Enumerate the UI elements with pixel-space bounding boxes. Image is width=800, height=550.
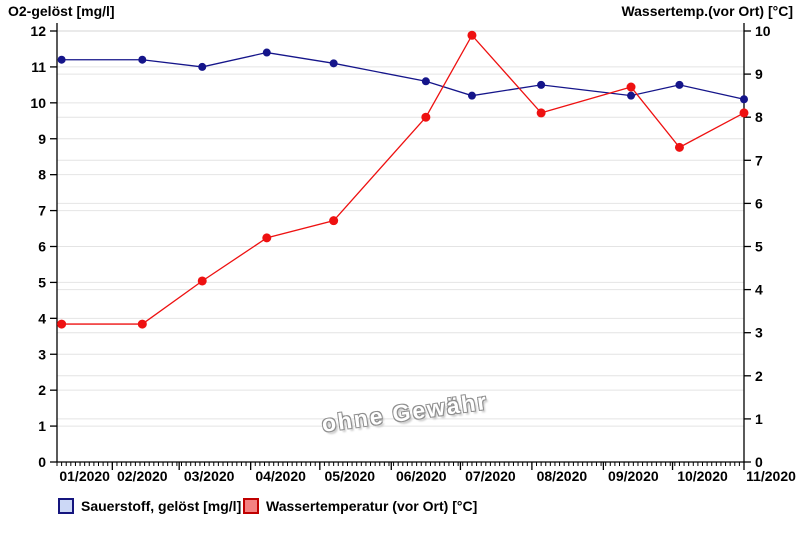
data-point-oxygen — [627, 91, 636, 100]
x-axis-tick-label: 10/2020 — [677, 468, 728, 484]
right-axis-tick-label: 8 — [755, 109, 763, 125]
data-point-oxygen — [421, 77, 430, 86]
left-axis-tick-label: 12 — [30, 23, 46, 39]
data-point-oxygen — [57, 55, 66, 64]
left-axis-tick-label: 11 — [31, 59, 46, 75]
right-axis-title: Wassertemp.(vor Ort) [°C] — [621, 3, 793, 19]
legend-item-temperature: Wassertemperatur (vor Ort) [°C] — [243, 496, 477, 516]
right-axis-tick-label: 2 — [755, 368, 763, 384]
data-point-temperature — [57, 319, 67, 329]
data-point-oxygen — [329, 59, 338, 68]
data-point-oxygen — [262, 48, 271, 57]
legend-label-oxygen: Sauerstoff, gelöst [mg/l] — [81, 498, 242, 514]
data-point-temperature — [674, 142, 684, 152]
left-axis-tick-label: 4 — [38, 310, 46, 326]
legend-item-oxygen: Sauerstoff, gelöst [mg/l] — [58, 496, 241, 516]
data-point-temperature — [262, 233, 272, 243]
data-point-temperature — [739, 108, 749, 118]
series-line-oxygen — [61, 51, 745, 100]
data-point-oxygen — [198, 62, 207, 71]
x-axis-tick-label: 11/2020 — [746, 468, 796, 484]
left-axis-title: O2-gelöst [mg/l] — [8, 3, 115, 19]
series-line-temperature — [61, 34, 745, 325]
legend-swatch-temperature-icon — [243, 498, 259, 514]
data-point-oxygen — [675, 80, 684, 89]
left-axis-tick-label: 7 — [38, 203, 46, 219]
legend-swatch-oxygen-icon — [58, 498, 74, 514]
left-axis-tick-label: 5 — [38, 274, 46, 290]
right-axis-tick-label: 5 — [755, 239, 763, 255]
right-axis-tick-label: 3 — [755, 325, 763, 341]
x-axis-tick-label: 06/2020 — [396, 468, 447, 484]
right-axis-tick-label: 6 — [755, 195, 763, 211]
left-axis-tick-label: 0 — [38, 454, 46, 470]
left-axis-tick-label: 6 — [38, 239, 46, 255]
x-axis-tick-label: 05/2020 — [324, 468, 375, 484]
data-point-temperature — [421, 112, 431, 122]
x-axis-tick-label: 07/2020 — [465, 468, 516, 484]
x-axis-tick-label: 09/2020 — [608, 468, 659, 484]
right-axis-tick-label: 4 — [755, 282, 763, 298]
right-axis-tick-label: 1 — [755, 411, 763, 427]
left-axis-tick-label: 2 — [38, 382, 46, 398]
left-axis-tick-label: 8 — [38, 167, 46, 183]
data-point-temperature — [467, 30, 477, 40]
data-point-oxygen — [537, 80, 546, 89]
data-point-temperature — [329, 216, 339, 226]
x-axis-tick-label: 03/2020 — [184, 468, 235, 484]
legend: Sauerstoff, gelöst [mg/l] Wassertemperat… — [0, 496, 800, 520]
data-point-temperature — [137, 319, 147, 329]
right-axis-tick-label: 7 — [755, 152, 763, 168]
data-point-oxygen — [138, 55, 147, 64]
left-axis-tick-label: 9 — [38, 131, 46, 147]
left-axis-tick-label: 1 — [38, 418, 46, 434]
data-point-oxygen — [467, 91, 476, 100]
right-axis-tick-label: 9 — [755, 66, 763, 82]
right-axis-tick-label: 0 — [755, 454, 763, 470]
x-axis-tick-label: 08/2020 — [537, 468, 588, 484]
data-point-temperature — [197, 276, 207, 286]
legend-label-temperature: Wassertemperatur (vor Ort) [°C] — [266, 498, 478, 514]
data-point-oxygen — [740, 95, 748, 104]
data-point-temperature — [626, 82, 636, 92]
x-axis-tick-label: 01/2020 — [59, 468, 110, 484]
left-axis-tick-label: 10 — [30, 95, 46, 111]
x-axis-tick-label: 04/2020 — [255, 468, 306, 484]
left-axis-tick-label: 3 — [38, 346, 46, 362]
right-axis-tick-label: 10 — [755, 23, 771, 39]
data-point-temperature — [536, 108, 546, 118]
x-axis-tick-label: 02/2020 — [117, 468, 168, 484]
